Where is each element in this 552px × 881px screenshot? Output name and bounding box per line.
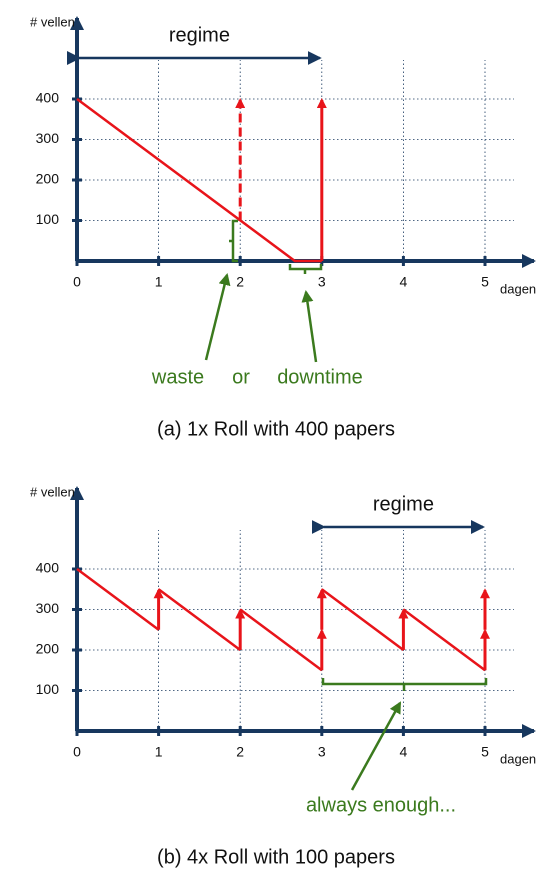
pointer: [204, 273, 231, 361]
y-tick-label: 100: [36, 681, 60, 697]
chart: 0 1 2 3 4 5 100 200 300 400 # vellen dagen regime was…: [30, 14, 536, 440]
x-tick-label: 3: [318, 744, 326, 760]
annotation: waste: [151, 366, 204, 388]
chart: 0 1 2 3 4 5 100 200 300 400 # vellen dagen regime alw…: [30, 484, 536, 868]
x-axis-label: dagen: [500, 281, 536, 296]
y-tick-label: 400: [36, 90, 60, 106]
bracket: [288, 264, 323, 274]
y-tick-label: 300: [36, 130, 60, 146]
x-tick-label: 2: [236, 744, 244, 760]
x-tick-label: 3: [318, 274, 326, 290]
annotation: always enough...: [306, 794, 456, 816]
x-tick-label: 5: [481, 744, 489, 760]
annotation: downtime: [277, 366, 363, 388]
caption: (b) 4x Roll with 100 papers: [157, 846, 395, 868]
y-tick-label: 100: [36, 211, 60, 227]
regime-label: regime: [373, 493, 434, 515]
x-tick-label: 0: [73, 744, 81, 760]
regime-label: regime: [169, 24, 230, 46]
bracket: [321, 678, 488, 691]
pointer: [301, 290, 318, 363]
y-tick-label: 200: [36, 171, 60, 187]
series-line: [76, 567, 486, 672]
pointer: [350, 701, 402, 791]
x-tick-label: 4: [400, 274, 408, 290]
y-tick-label: 400: [36, 560, 60, 576]
x-tick-label: 4: [400, 744, 408, 760]
y-axis-label: # vellen: [30, 484, 75, 499]
bracket: [229, 219, 238, 263]
x-axis-label: dagen: [500, 751, 536, 766]
y-tick-label: 300: [36, 600, 60, 616]
x-tick-label: 1: [155, 744, 163, 760]
x-tick-label: 0: [73, 274, 81, 290]
y-tick-label: 200: [36, 641, 60, 657]
annotation: or: [232, 366, 250, 388]
series-line: [76, 97, 322, 263]
x-tick-label: 5: [481, 274, 489, 290]
caption: (a) 1x Roll with 400 papers: [157, 418, 395, 440]
x-tick-label: 1: [155, 274, 163, 290]
x-tick-label: 2: [236, 274, 244, 290]
y-axis-label: # vellen: [30, 14, 75, 29]
